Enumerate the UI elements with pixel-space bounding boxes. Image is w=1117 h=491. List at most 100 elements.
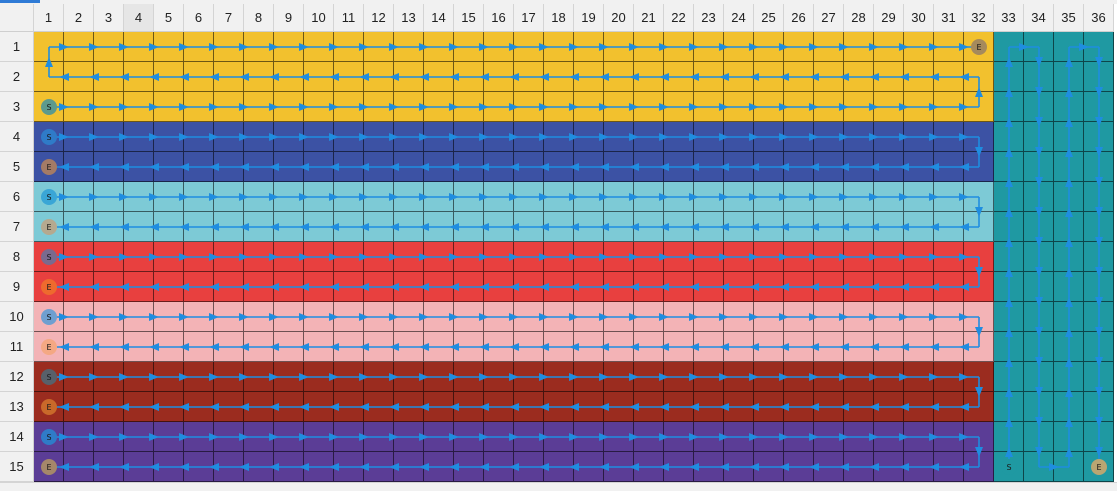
start-marker-r4-c1[interactable]: S [41,129,57,145]
row-header-15[interactable]: 15 [0,452,34,482]
column-header-32[interactable]: 32 [964,4,994,32]
path-row-11-arrow [59,343,69,351]
path-col-36-arrow [1095,87,1103,97]
row-header-6[interactable]: 6 [0,182,34,212]
path-row-6-arrow [269,193,279,201]
row-header-10[interactable]: 10 [0,302,34,332]
path-row-14-arrow [269,433,279,441]
column-header-34[interactable]: 34 [1024,4,1054,32]
column-header-26[interactable]: 26 [784,4,814,32]
column-header-29[interactable]: 29 [874,4,904,32]
column-header-15[interactable]: 15 [454,4,484,32]
corner-header[interactable] [0,4,34,32]
start-marker-r15-c33[interactable]: S [1001,459,1017,475]
path-row-4-arrow [539,133,549,141]
path-row-10-arrow [359,313,369,321]
column-header-7[interactable]: 7 [214,4,244,32]
path-row-4-arrow [569,133,579,141]
row-header-12[interactable]: 12 [0,362,34,392]
end-marker-r15-c36[interactable]: E [1091,459,1107,475]
path-row-13-arrow [719,403,729,411]
column-header-1[interactable]: 1 [34,4,64,32]
column-header-31[interactable]: 31 [934,4,964,32]
column-header-9[interactable]: 9 [274,4,304,32]
column-header-6[interactable]: 6 [184,4,214,32]
path-row-14-arrow [509,433,519,441]
column-header-28[interactable]: 28 [844,4,874,32]
start-marker-r3-c1[interactable]: S [41,99,57,115]
column-header-16[interactable]: 16 [484,4,514,32]
column-header-5[interactable]: 5 [154,4,184,32]
row-header-5[interactable]: 5 [0,152,34,182]
path-row-13-arrow [479,403,489,411]
row-header-13[interactable]: 13 [0,392,34,422]
path-row-15-arrow [269,463,279,471]
path-row-3-arrow [719,103,729,111]
end-marker-r11-c1[interactable]: E [41,339,57,355]
column-header-10[interactable]: 10 [304,4,334,32]
path-row-8-arrow [149,253,159,261]
column-header-20[interactable]: 20 [604,4,634,32]
column-header-23[interactable]: 23 [694,4,724,32]
row-header-2[interactable]: 2 [0,62,34,92]
column-header-22[interactable]: 22 [664,4,694,32]
column-header-25[interactable]: 25 [754,4,784,32]
end-marker-r9-c1[interactable]: E [41,279,57,295]
path-row-12-arrow [299,373,309,381]
row-header-14[interactable]: 14 [0,422,34,452]
row-header-3[interactable]: 3 [0,92,34,122]
path-row-11-arrow [719,343,729,351]
path-row-10-arrow [299,313,309,321]
path-row-9-arrow [869,283,879,291]
column-header-21[interactable]: 21 [634,4,664,32]
column-header-27[interactable]: 27 [814,4,844,32]
row-header-11[interactable]: 11 [0,332,34,362]
path-row-1-arrow [899,43,909,51]
path-row-2-arrow [809,73,819,81]
row-header-8[interactable]: 8 [0,242,34,272]
start-marker-r14-c1[interactable]: S [41,429,57,445]
column-header-36[interactable]: 36 [1084,4,1114,32]
row-header-1[interactable]: 1 [0,32,34,62]
path-row-10-arrow [59,313,69,321]
start-marker-r10-c1[interactable]: S [41,309,57,325]
column-header-8[interactable]: 8 [244,4,274,32]
column-header-12[interactable]: 12 [364,4,394,32]
column-header-33[interactable]: 33 [994,4,1024,32]
path-row-4-arrow [389,133,399,141]
row-header-4[interactable]: 4 [0,122,34,152]
end-marker-r13-c1[interactable]: E [41,399,57,415]
row-header-7[interactable]: 7 [0,212,34,242]
column-header-4[interactable]: 4 [124,4,154,32]
path-row-3-arrow [359,103,369,111]
column-header-14[interactable]: 14 [424,4,454,32]
path-row-1-arrow [209,43,219,51]
column-header-11[interactable]: 11 [334,4,364,32]
column-header-3[interactable]: 3 [94,4,124,32]
path-row-2-arrow [569,73,579,81]
path-col-34-arrow [1035,327,1043,337]
column-header-18[interactable]: 18 [544,4,574,32]
row-header-9[interactable]: 9 [0,272,34,302]
path-row-11-arrow [539,343,549,351]
end-marker-r5-c1[interactable]: E [41,159,57,175]
path-row-15-arrow [179,463,189,471]
path-row-11-arrow [749,343,759,351]
end-marker-r1-c32[interactable]: E [971,39,987,55]
end-marker-r7-c1[interactable]: E [41,219,57,235]
path-row-7-arrow [749,223,759,231]
column-header-19[interactable]: 19 [574,4,604,32]
column-header-13[interactable]: 13 [394,4,424,32]
start-marker-r6-c1[interactable]: S [41,189,57,205]
start-marker-r12-c1[interactable]: S [41,369,57,385]
path-row-10-arrow [659,313,669,321]
column-header-2[interactable]: 2 [64,4,94,32]
column-header-24[interactable]: 24 [724,4,754,32]
column-header-30[interactable]: 30 [904,4,934,32]
path-row-4-arrow [689,133,699,141]
start-marker-r8-c1[interactable]: S [41,249,57,265]
end-marker-r15-c1[interactable]: E [41,459,57,475]
column-header-35[interactable]: 35 [1054,4,1084,32]
path-row-7-arrow [149,223,159,231]
column-header-17[interactable]: 17 [514,4,544,32]
